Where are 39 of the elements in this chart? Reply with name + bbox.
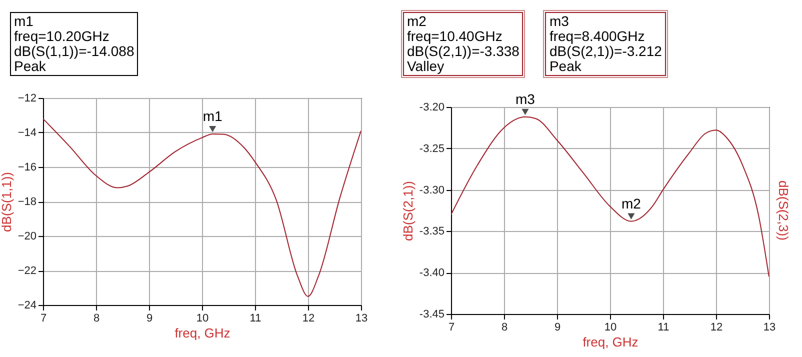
x-tick-label: 13 (763, 322, 776, 334)
y-tick-label: -3.45 (419, 308, 444, 320)
y-tick-label: -3.20 (419, 102, 444, 114)
y-tick-label: −14 (18, 127, 36, 139)
y-tick-label: -3.30 (419, 184, 444, 196)
x-tick-label: 7 (40, 312, 47, 324)
x-tick-label: 13 (355, 312, 368, 324)
y-tick-label: -3.40 (419, 267, 444, 280)
x-tick-label: 11 (658, 322, 670, 334)
x-tick-label: 7 (448, 322, 455, 334)
y-axis-title: dB(S(2,1)) (400, 181, 416, 241)
x-tick-label: 11 (250, 312, 262, 324)
annotation: m3 (515, 90, 536, 107)
y-tick-label: -3.25 (419, 142, 444, 155)
text: m3 freq=8.400GHz dB(S(2,1))=-3.212 Peak (545, 12, 666, 76)
x-tick-label: 12 (302, 312, 315, 324)
y-tick-label: −24 (18, 300, 36, 312)
x-tick-label: 8 (93, 312, 100, 324)
y-axis-title: dB(S(1,1)) (0, 172, 14, 232)
x-tick-label: 9 (554, 322, 561, 334)
y-tick-label: −16 (18, 162, 36, 174)
x-axis-title: freq, GHz (582, 334, 638, 350)
annotation: m1 (202, 108, 223, 124)
y-tick-label: −20 (18, 230, 36, 242)
annotation: m2 (621, 195, 642, 212)
y2-axis-title: dB(S(2,3)) (776, 180, 791, 240)
x-tick-label: 8 (501, 322, 508, 334)
y-tick-label: −22 (18, 265, 36, 277)
y-tick-label: −12 (18, 92, 36, 104)
x-tick-label: 12 (710, 322, 723, 334)
x-axis-title: freq, GHz (174, 326, 230, 340)
text: m1 freq=10.20GHz dB(S(1,1))=-14.088 Peak (10, 12, 138, 76)
y-tick-label: −18 (18, 196, 36, 208)
x-tick-label: 9 (146, 312, 153, 324)
y-tick-label: -3.35 (419, 226, 444, 238)
x-tick-label: 10 (196, 312, 209, 324)
text: m2 freq=10.40GHz dB(S(2,1))=-3.338 Valley (403, 12, 524, 76)
x-tick-label: 10 (604, 322, 617, 334)
line-series (451, 116, 769, 278)
